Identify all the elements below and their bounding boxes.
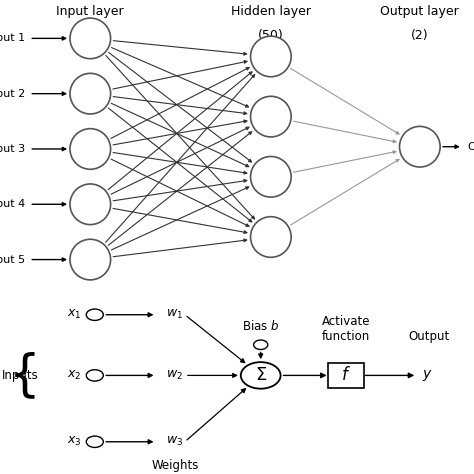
Text: $\Sigma$: $\Sigma$ xyxy=(255,366,267,384)
Text: Activate
function: Activate function xyxy=(322,315,370,343)
FancyBboxPatch shape xyxy=(328,363,364,388)
Circle shape xyxy=(251,217,291,257)
Text: $\mathit{x}_3$: $\mathit{x}_3$ xyxy=(67,435,82,448)
Text: Bias $b$: Bias $b$ xyxy=(242,319,279,333)
Text: nput 5: nput 5 xyxy=(0,255,25,264)
Text: nput 2: nput 2 xyxy=(0,89,25,99)
Circle shape xyxy=(86,309,103,320)
Circle shape xyxy=(86,436,103,447)
Text: $\mathit{w}_1$: $\mathit{w}_1$ xyxy=(166,308,183,321)
Circle shape xyxy=(86,370,103,381)
Circle shape xyxy=(400,127,440,167)
Circle shape xyxy=(70,18,110,59)
Text: $\mathit{x}_1$: $\mathit{x}_1$ xyxy=(67,308,82,321)
Text: nput 3: nput 3 xyxy=(0,144,25,154)
Text: $f$: $f$ xyxy=(341,366,351,384)
Circle shape xyxy=(70,73,110,114)
Circle shape xyxy=(251,156,291,197)
Text: nput 1: nput 1 xyxy=(0,33,25,44)
Circle shape xyxy=(251,96,291,137)
Text: $y$: $y$ xyxy=(422,368,433,383)
Circle shape xyxy=(254,340,268,349)
Text: Input layer: Input layer xyxy=(56,5,124,18)
Circle shape xyxy=(70,128,110,169)
Text: Inputs: Inputs xyxy=(2,369,39,382)
Circle shape xyxy=(70,239,110,280)
Circle shape xyxy=(251,36,291,77)
Text: nput 4: nput 4 xyxy=(0,199,25,210)
Text: Output: Output xyxy=(408,330,450,343)
Text: (50): (50) xyxy=(258,29,284,42)
Text: $\mathit{w}_3$: $\mathit{w}_3$ xyxy=(166,435,183,448)
Text: Output: Output xyxy=(467,142,474,152)
Text: Output layer: Output layer xyxy=(381,5,459,18)
Text: Weights: Weights xyxy=(152,459,199,473)
Text: $\mathit{x}_2$: $\mathit{x}_2$ xyxy=(67,369,82,382)
Text: (13): (13) xyxy=(78,29,103,42)
Circle shape xyxy=(241,362,281,389)
Text: Hidden layer: Hidden layer xyxy=(231,5,311,18)
Text: {: { xyxy=(9,351,40,400)
Text: $\mathit{w}_2$: $\mathit{w}_2$ xyxy=(166,369,183,382)
Circle shape xyxy=(70,184,110,225)
Text: (2): (2) xyxy=(411,29,428,42)
